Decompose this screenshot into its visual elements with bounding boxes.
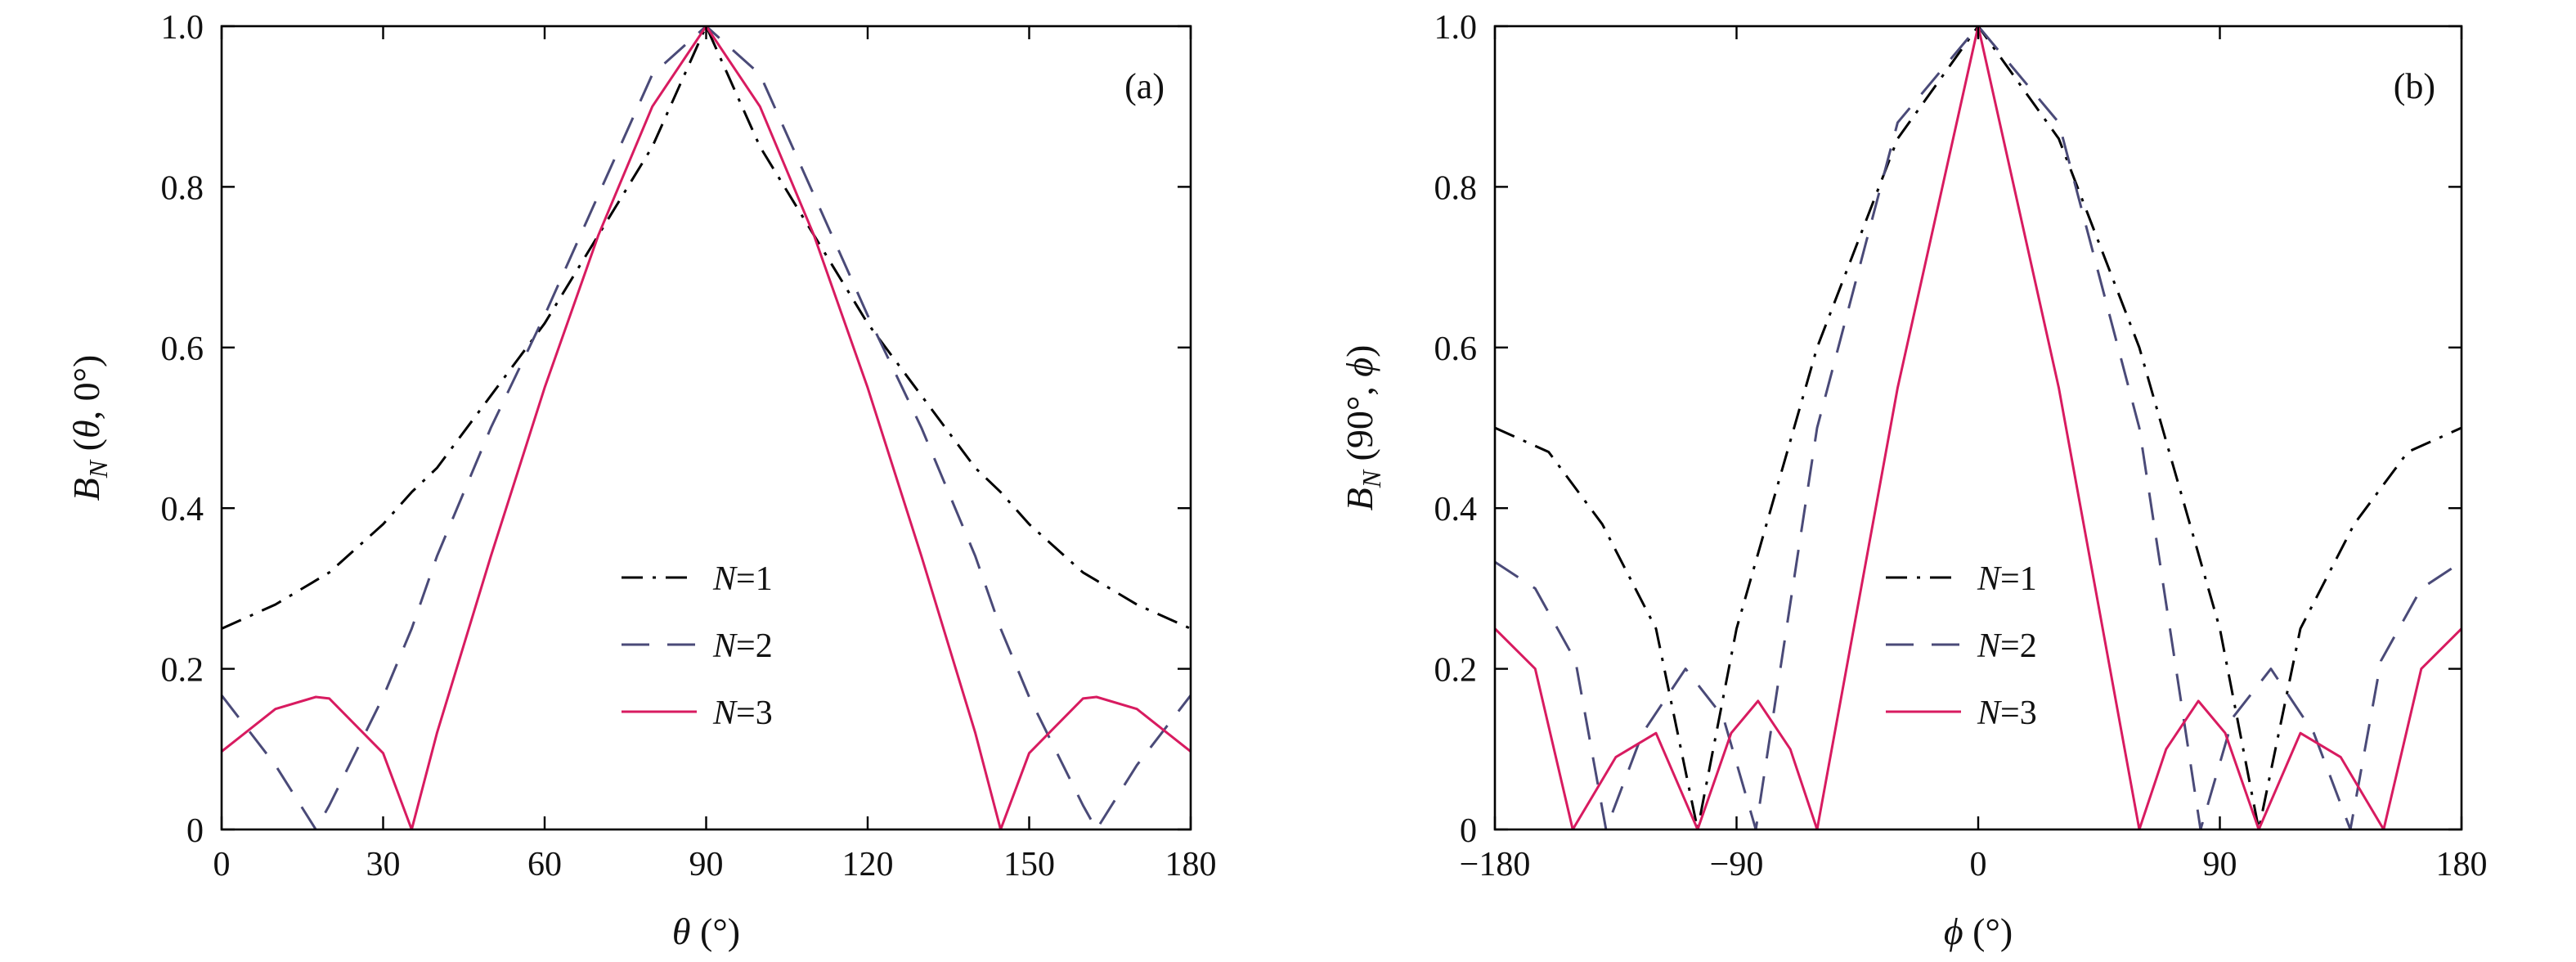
- x-tick-label: 30: [366, 846, 401, 883]
- x-axis-label: ϕ (°): [1944, 910, 2013, 952]
- series-line-n1: [1495, 26, 2462, 829]
- x-tick-label: 0: [213, 846, 231, 883]
- y-tick-label: 1.0: [161, 9, 204, 47]
- panel-label: (b): [2394, 66, 2435, 106]
- series-line-n3: [222, 26, 1191, 829]
- legend: N=1 N=2 N=3: [622, 560, 773, 732]
- series-line-n1: [222, 26, 1191, 630]
- x-tick-label: 90: [2203, 846, 2237, 883]
- legend-label-n1: N=1: [1977, 560, 2037, 598]
- y-tick-label: 0.6: [161, 330, 204, 368]
- x-tick-label: 180: [2436, 846, 2488, 883]
- x-tick-label: 150: [1003, 846, 1055, 883]
- chart-panel-a: 0 30 60 90 120 150 180 0 0.2 0.4 0.6 0.8 1.0 θ (°) BN …: [65, 9, 1217, 952]
- legend: N=1 N=2 N=3: [1886, 560, 2037, 732]
- y-axis-label: BN (θ, 0°): [65, 355, 113, 501]
- legend-label-n2: N=2: [1977, 627, 2037, 665]
- x-tick-label: 180: [1165, 846, 1217, 883]
- y-tick-label: 0.8: [161, 169, 204, 207]
- y-tick-label: 0: [186, 812, 204, 850]
- y-tick-label: 0.2: [1434, 652, 1478, 690]
- y-tick-label: 0.4: [161, 491, 204, 528]
- x-tick-label: 0: [1970, 846, 1987, 883]
- plot-frame: [220, 25, 1192, 831]
- series-line-n2: [1495, 26, 2462, 829]
- chart-panel-b: −180 −90 0 90 180 0 0.2 0.4 0.6 0.8 1.0 ϕ (°) BN (90…: [1339, 9, 2488, 952]
- panel-label: (a): [1124, 66, 1165, 106]
- y-axis-label: BN (90°, ϕ): [1339, 345, 1386, 511]
- legend-label-n2: N=2: [712, 627, 773, 665]
- y-tick-label: 0.8: [1434, 169, 1478, 207]
- series-line-n2: [222, 26, 1191, 829]
- x-tick-label: 90: [689, 846, 724, 883]
- y-tick-label: 1.0: [1434, 9, 1478, 47]
- y-tick-label: 0.6: [1434, 330, 1478, 368]
- x-tick-label: −90: [1710, 846, 1764, 883]
- legend-label-n3: N=3: [712, 695, 773, 732]
- series-line-n3: [1495, 26, 2462, 829]
- x-tick-label: 120: [842, 846, 894, 883]
- y-tick-label: 0: [1460, 812, 1477, 850]
- x-axis-label: θ (°): [672, 910, 740, 952]
- x-tick-label: 60: [527, 846, 562, 883]
- y-tick-label: 0.2: [161, 652, 204, 690]
- y-tick-label: 0.4: [1434, 491, 1478, 528]
- x-tick-label: −180: [1460, 846, 1531, 883]
- legend-label-n1: N=1: [712, 560, 773, 598]
- legend-label-n3: N=3: [1977, 695, 2037, 732]
